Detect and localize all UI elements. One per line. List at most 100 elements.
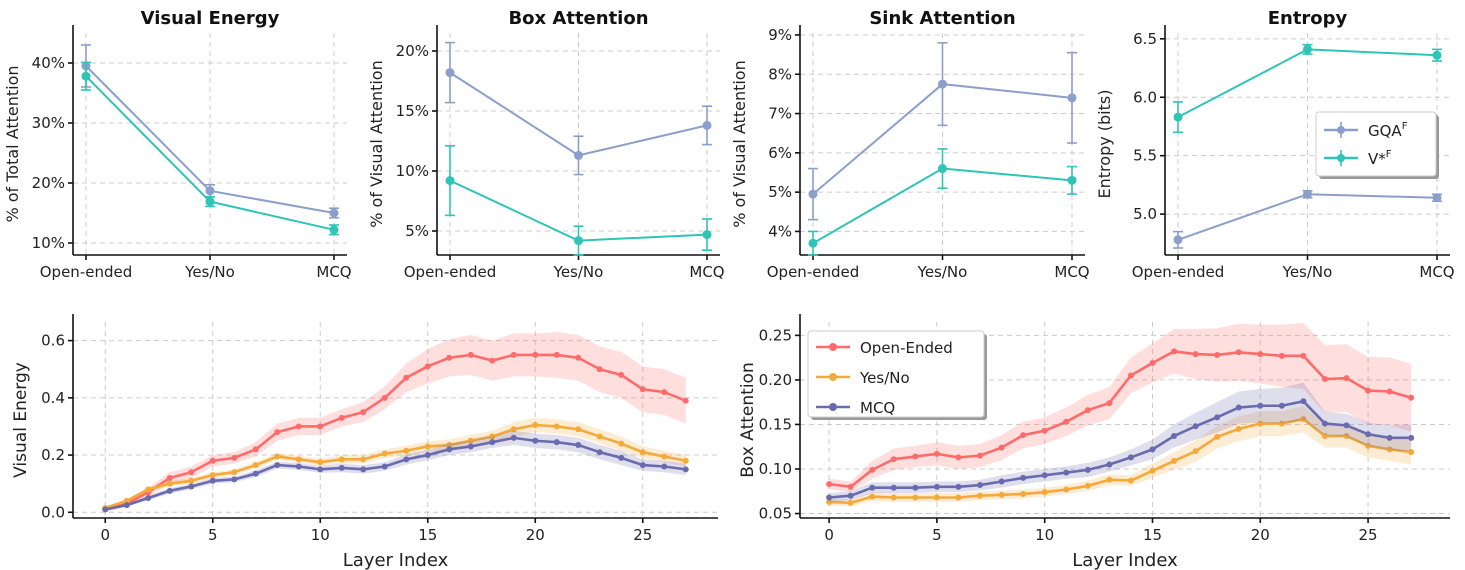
y-tick-label: 10% xyxy=(396,162,429,180)
y-tick-label: 7% xyxy=(768,105,792,123)
data-point xyxy=(1303,44,1312,54)
data-point xyxy=(1214,414,1221,421)
data-point xyxy=(1067,175,1077,185)
x-tick-label: Yes/No xyxy=(553,263,604,281)
legend-marker xyxy=(829,343,837,351)
data-point xyxy=(639,449,646,456)
data-point xyxy=(274,453,281,460)
x-tick-label: 10 xyxy=(311,526,330,544)
chart-title: Entropy xyxy=(1268,8,1348,29)
data-point xyxy=(574,150,583,160)
data-point xyxy=(938,164,947,174)
data-point xyxy=(912,494,919,501)
legend-label: Open-Ended xyxy=(860,339,953,357)
data-point xyxy=(1300,398,1307,405)
y-tick-label: 0.0 xyxy=(41,503,65,521)
data-point xyxy=(445,68,455,78)
data-point xyxy=(166,474,173,481)
data-point xyxy=(317,423,324,430)
data-point xyxy=(188,477,195,484)
data-point xyxy=(360,456,367,463)
x-tick-label: 25 xyxy=(633,526,652,544)
data-point xyxy=(329,225,339,235)
data-point xyxy=(1041,489,1048,496)
data-point xyxy=(808,189,818,199)
data-point xyxy=(1408,394,1415,401)
x-tick-label: 15 xyxy=(418,526,437,544)
data-point xyxy=(702,120,712,130)
data-point xyxy=(977,492,984,499)
data-point xyxy=(553,351,560,358)
series-V* xyxy=(81,61,339,236)
data-point xyxy=(467,437,474,444)
data-point xyxy=(489,439,496,446)
y-axis-label: % of Visual Attention xyxy=(730,60,749,228)
data-point xyxy=(977,452,984,459)
y-tick-label: 10% xyxy=(32,234,65,252)
data-point xyxy=(446,442,453,449)
data-point xyxy=(1171,348,1178,355)
chart-title: Box Attention xyxy=(508,8,648,29)
data-point xyxy=(955,454,962,461)
data-point xyxy=(1365,442,1372,449)
data-point xyxy=(231,469,238,476)
data-point xyxy=(998,444,1005,451)
data-point xyxy=(1432,193,1442,203)
chart-0: Open-ended Yes/No MCQ 10% 20% 30% 40% Visual En… xyxy=(3,8,352,281)
data-point xyxy=(446,354,453,361)
data-point xyxy=(912,484,919,491)
legend-label-main: Yes/No xyxy=(859,369,910,387)
data-point xyxy=(1408,449,1415,456)
y-tick-label: 9% xyxy=(768,26,792,44)
data-point xyxy=(1149,467,1156,474)
x-tick-label: 10 xyxy=(1035,526,1054,544)
data-point xyxy=(1300,352,1307,359)
y-tick-label: 0.10 xyxy=(759,460,792,478)
data-point xyxy=(639,386,646,393)
data-point xyxy=(467,443,474,450)
data-point xyxy=(445,176,455,186)
data-point xyxy=(123,497,130,504)
data-point xyxy=(596,449,603,456)
data-point xyxy=(295,423,302,430)
data-point xyxy=(381,450,388,457)
data-point xyxy=(1084,407,1091,414)
y-tick-label: 0.25 xyxy=(759,326,792,344)
y-tick-label: 0.4 xyxy=(41,389,65,407)
x-tick-label: 20 xyxy=(1251,526,1270,544)
data-point xyxy=(403,447,410,454)
x-tick-label: 5 xyxy=(208,526,218,544)
legend-box xyxy=(1315,111,1437,177)
data-point xyxy=(1365,387,1372,394)
data-point xyxy=(317,466,324,473)
data-point xyxy=(575,354,582,361)
data-point xyxy=(532,437,539,444)
data-point xyxy=(933,483,940,490)
y-tick-label: 6.5 xyxy=(1133,30,1157,48)
data-point xyxy=(188,469,195,476)
series-Yes/No xyxy=(826,405,1415,507)
series-line xyxy=(828,399,1412,499)
y-axis-label: % of Total Attention xyxy=(3,65,22,222)
data-point xyxy=(1020,474,1027,481)
data-point xyxy=(1257,420,1264,427)
data-point xyxy=(1063,418,1070,425)
x-tick-label: MCQ xyxy=(1054,263,1089,281)
y-tick-label: 4% xyxy=(768,222,792,240)
data-point xyxy=(295,456,302,463)
legend-box xyxy=(807,330,985,418)
data-point xyxy=(252,446,259,453)
legend-marker xyxy=(829,373,837,381)
chart-title: Sink Attention xyxy=(869,8,1015,29)
chart-2: Open-ended Yes/No MCQ 4% 5% 6% 7% 8% 9% Sink Atte… xyxy=(730,8,1090,281)
data-point xyxy=(295,463,302,470)
series-V* xyxy=(808,148,1077,256)
series-line xyxy=(828,350,1412,489)
data-point xyxy=(1173,112,1183,122)
data-point xyxy=(1171,457,1178,464)
data-point xyxy=(575,426,582,433)
legend-label-main: GQA xyxy=(1368,122,1402,140)
data-point xyxy=(826,498,833,505)
legend-label: GQAF xyxy=(1368,121,1408,140)
